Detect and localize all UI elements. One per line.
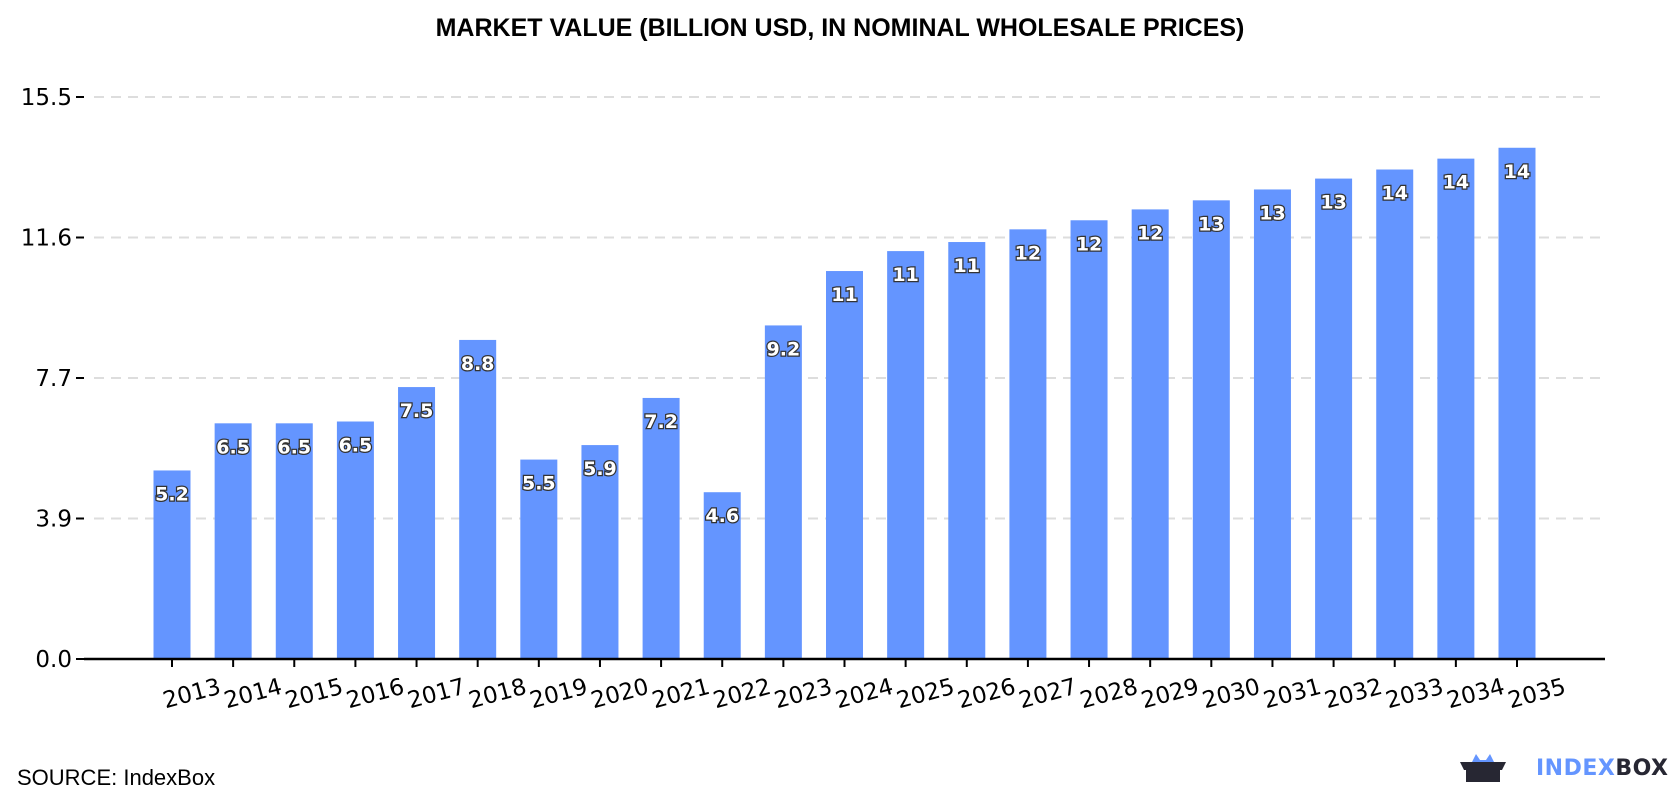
x-tick-label: 2028	[1077, 674, 1140, 714]
source-note: SOURCE: IndexBox	[17, 765, 216, 790]
x-tick-label: 2022	[711, 674, 774, 714]
data-label: 14	[1382, 183, 1408, 205]
bar-2024	[826, 271, 863, 659]
bar-2021	[642, 397, 680, 659]
y-tick-label: 11.6	[21, 226, 72, 252]
bar-2027	[1009, 229, 1047, 660]
bar-2031	[1253, 189, 1291, 659]
data-label: 11	[892, 264, 918, 286]
data-label: 14	[1504, 161, 1530, 183]
x-tick-label: 2029	[1139, 674, 1202, 714]
bar-2022	[703, 492, 741, 659]
bar-2029	[1131, 209, 1169, 659]
bar-2035	[1498, 147, 1536, 659]
x-tick-label: 2027	[1016, 674, 1079, 714]
x-tick-label: 2033	[1383, 674, 1446, 714]
bar-2016	[336, 421, 374, 659]
data-label: 13	[1320, 192, 1346, 214]
x-tick-label: 2013	[160, 674, 223, 714]
data-label: 6.5	[277, 436, 311, 458]
data-label: 6.5	[339, 435, 373, 457]
logo-text-box: BOX	[1615, 755, 1669, 781]
bar-2018	[459, 339, 497, 659]
data-label: 14	[1443, 172, 1469, 194]
data-label: 13	[1259, 202, 1285, 224]
x-tick-label: 2014	[221, 674, 284, 714]
x-tick-label: 2024	[833, 674, 896, 714]
bar-2014	[214, 423, 252, 659]
data-label: 12	[1137, 222, 1163, 244]
data-label: 5.5	[522, 473, 556, 495]
x-tick-label: 2021	[649, 674, 712, 714]
x-tick-label: 2034	[1444, 674, 1507, 714]
x-tick-label: 2015	[283, 674, 346, 714]
y-tick-label: 0.0	[35, 647, 72, 673]
x-tick-label: 2031	[1261, 674, 1324, 714]
x-tick-label: 2017	[405, 674, 468, 714]
bar-2017	[398, 387, 436, 659]
data-label: 12	[1015, 242, 1041, 264]
box-icon	[1460, 754, 1506, 782]
data-label: 5.2	[155, 483, 189, 505]
bar-2032	[1315, 178, 1353, 660]
data-label: 13	[1198, 213, 1224, 235]
bar-2026	[948, 242, 986, 659]
data-label: 8.8	[461, 353, 495, 375]
data-label: 11	[954, 255, 980, 277]
x-tick-label: 2032	[1322, 674, 1385, 714]
bar-2033	[1376, 169, 1414, 660]
x-tick-label: 2023	[772, 674, 835, 714]
data-label: 11	[831, 284, 857, 306]
y-tick-label: 15.5	[21, 85, 72, 111]
data-label: 4.6	[705, 505, 739, 527]
logo-text-index: INDEX	[1536, 755, 1616, 781]
bar-2020	[581, 445, 619, 659]
bar-2015	[275, 423, 313, 659]
bar-2025	[887, 251, 925, 659]
data-label: 6.5	[216, 436, 250, 458]
y-tick-label: 3.9	[35, 507, 72, 533]
bar-2013	[153, 470, 191, 659]
x-tick-label: 2035	[1505, 674, 1568, 714]
y-tick-label: 7.7	[35, 366, 72, 392]
x-tick-label: 2030	[1200, 674, 1263, 714]
x-tick-label: 2026	[955, 674, 1018, 714]
indexbox-logo: INDEXBOX	[1458, 752, 1669, 784]
x-tick-label: 2020	[588, 674, 651, 714]
data-label: 7.5	[400, 400, 434, 422]
bar-2034	[1437, 158, 1475, 659]
data-label: 9.2	[767, 338, 801, 360]
chart-title: MARKET VALUE (BILLION USD, IN NOMINAL WH…	[435, 14, 1245, 42]
x-tick-label: 2018	[466, 674, 529, 714]
bar-2019	[520, 459, 558, 659]
data-label: 12	[1076, 233, 1102, 255]
x-tick-label: 2019	[527, 674, 590, 714]
x-tick-label: 2016	[344, 674, 407, 714]
x-tick-label: 2025	[894, 674, 957, 714]
data-label: 5.9	[583, 458, 617, 480]
bar-2028	[1070, 220, 1108, 660]
logo-text: INDEXBOX	[1536, 756, 1669, 781]
bar-2030	[1192, 200, 1230, 659]
bar-2023	[764, 325, 802, 659]
data-label: 7.2	[644, 411, 678, 433]
